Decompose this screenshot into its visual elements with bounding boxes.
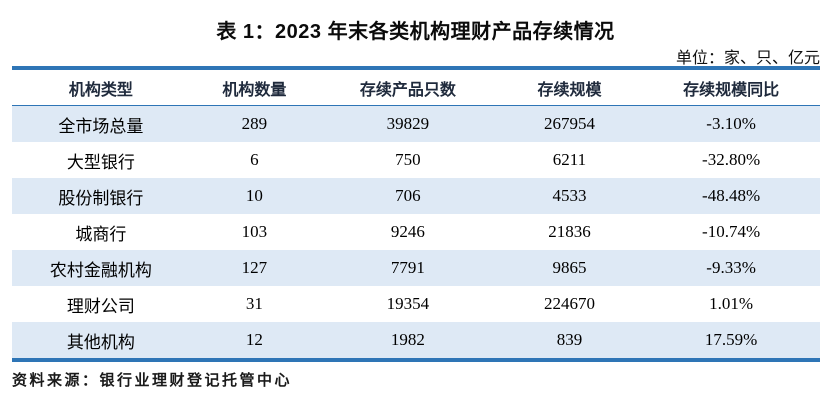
cell-product-count: 7791 — [390, 258, 425, 277]
cell-institution-type: 大型银行 — [66, 152, 135, 172]
cell-institution-count: 127 — [241, 258, 268, 277]
table-row-city-commercial-banks: 城商行 103 9246 21836 -10.74% — [12, 214, 820, 250]
cell-outstanding-scale: 6211 — [552, 150, 587, 169]
cell-scale-yoy: 1.01% — [709, 294, 754, 313]
cell-outstanding-scale: 267954 — [543, 114, 595, 133]
cell-institution-count: 12 — [245, 330, 263, 349]
cell-outstanding-scale: 21836 — [548, 222, 591, 241]
data-table: 机构类型 机构数量 存续产品只数 存续规模 存续规模同比 全市场总量 289 3… — [12, 66, 820, 362]
cell-product-count: 9246 — [390, 222, 425, 241]
cell-institution-type: 其他机构 — [66, 332, 135, 352]
cell-scale-yoy: 17.59% — [704, 330, 758, 349]
cell-institution-type: 城商行 — [75, 224, 127, 244]
table-row-wealth-management-companies: 理财公司 31 19354 224670 1.01% — [12, 286, 820, 322]
cell-institution-type: 股份制银行 — [58, 188, 144, 208]
table-row-total-market: 全市场总量 289 39829 267954 -3.10% — [12, 106, 820, 142]
cell-scale-yoy: -48.48% — [702, 186, 761, 205]
cell-scale-yoy: -10.74% — [702, 222, 761, 241]
cell-outstanding-scale: 224670 — [543, 294, 595, 313]
cell-institution-count: 103 — [241, 222, 268, 241]
cell-institution-count: 31 — [245, 294, 263, 313]
cell-product-count: 19354 — [386, 294, 430, 313]
page-title: 表 1：2023 年末各类机构理财产品存续情况 — [216, 21, 615, 43]
col-header-outstanding-scale: 存续规模 — [537, 81, 602, 99]
cell-institution-type: 理财公司 — [66, 296, 135, 316]
table-row-rural-financial-institutions: 农村金融机构 127 7791 9865 -9.33% — [12, 250, 820, 286]
cell-institution-count: 289 — [241, 114, 268, 133]
col-header-institution-count: 机构数量 — [222, 81, 287, 99]
cell-scale-yoy: -3.10% — [706, 114, 756, 133]
cell-outstanding-scale: 4533 — [552, 186, 587, 205]
cell-product-count: 706 — [395, 186, 421, 205]
table-row-other-institutions: 其他机构 12 1982 839 17.59% — [12, 322, 820, 358]
cell-institution-count: 6 — [250, 150, 259, 169]
cell-scale-yoy: -9.33% — [706, 258, 756, 277]
cell-institution-type: 全市场总量 — [58, 116, 144, 136]
cell-institution-type: 农村金融机构 — [49, 260, 152, 280]
cell-outstanding-scale: 9865 — [552, 258, 587, 277]
cell-product-count: 750 — [395, 150, 421, 169]
unit-label: 单位：家、只、亿元 — [675, 50, 820, 67]
col-header-scale-yoy: 存续规模同比 — [683, 81, 780, 99]
cell-product-count: 39829 — [386, 114, 430, 133]
table-row-large-banks: 大型银行 6 750 6211 -32.80% — [12, 142, 820, 178]
table-header-row: 机构类型 机构数量 存续产品只数 存续规模 存续规模同比 — [12, 70, 820, 106]
col-header-product-count: 存续产品只数 — [359, 81, 456, 99]
source-note: 资料来源：银行业理财登记托管中心 — [12, 373, 293, 389]
cell-scale-yoy: -32.80% — [702, 150, 761, 169]
cell-outstanding-scale: 839 — [556, 330, 583, 349]
cell-product-count: 1982 — [390, 330, 425, 349]
col-header-institution-type: 机构类型 — [68, 81, 133, 99]
cell-institution-count: 10 — [245, 186, 263, 205]
table-row-joint-stock-banks: 股份制银行 10 706 4533 -48.48% — [12, 178, 820, 214]
